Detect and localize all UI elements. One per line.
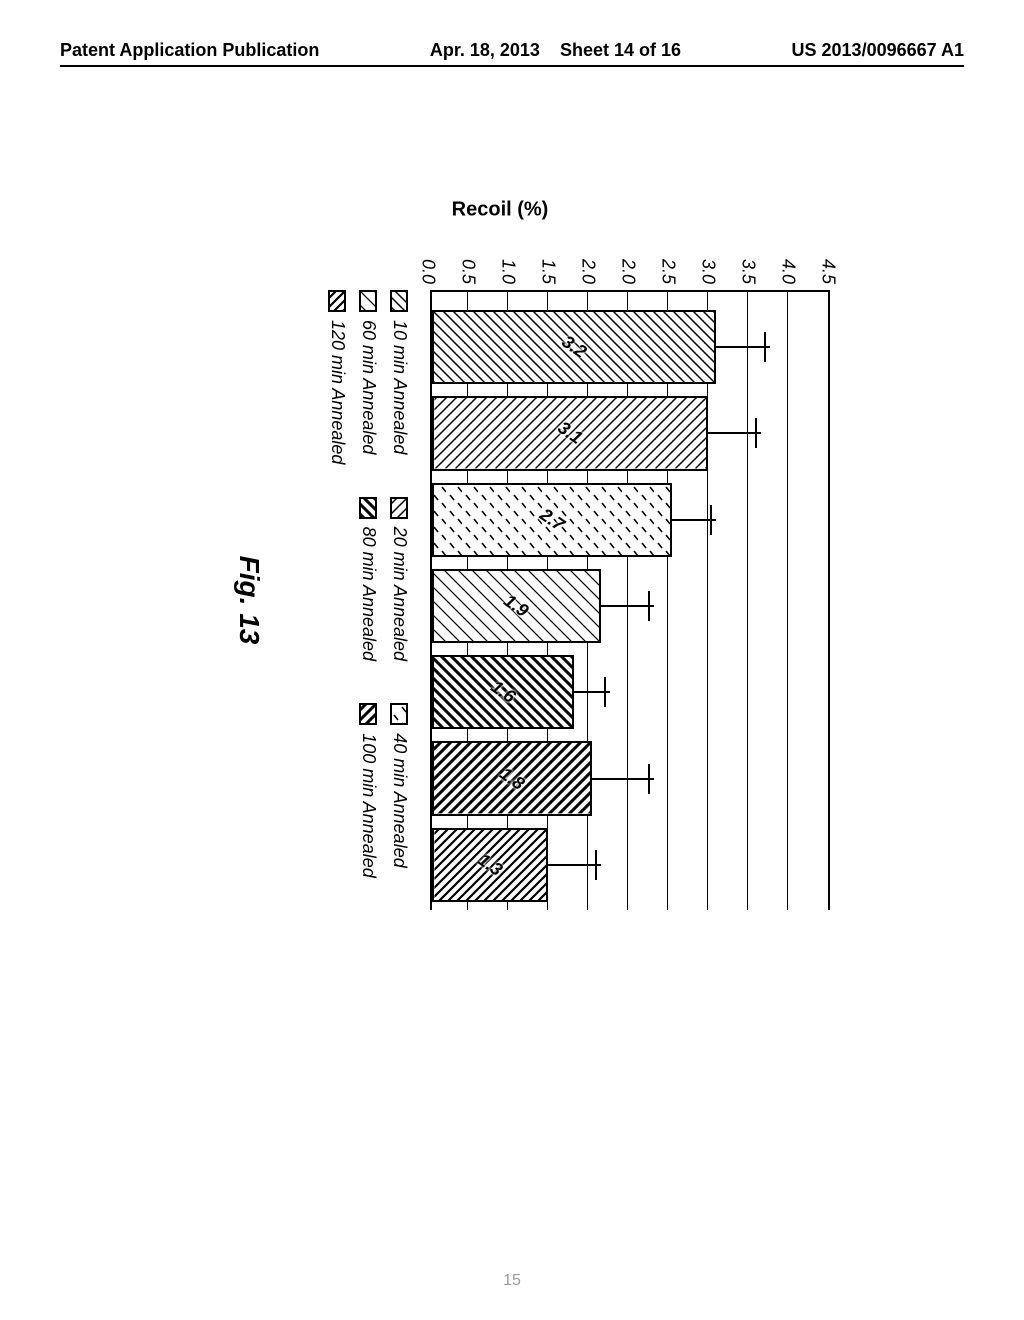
legend-item: 10 min Annealed — [389, 290, 410, 497]
bar: 1.6 — [432, 655, 574, 729]
error-cap — [604, 677, 606, 707]
page: Patent Application Publication Apr. 18, … — [0, 0, 1024, 1320]
y-tick-label: 1.0 — [498, 259, 519, 284]
header-right: US 2013/0096667 A1 — [792, 40, 964, 61]
legend-label: 10 min Annealed — [389, 320, 410, 454]
y-tick-label: 0.5 — [458, 259, 479, 284]
y-axis-label: Recoil (%) — [452, 199, 549, 222]
sheet-num: Sheet 14 of 16 — [560, 40, 681, 60]
plot-area: 4.54.03.53.02.52.02.01.51.00.50.03.23.12… — [430, 290, 830, 910]
page-header: Patent Application Publication Apr. 18, … — [60, 40, 964, 67]
error-bar — [601, 605, 654, 607]
error-bar — [592, 778, 654, 780]
header-left: Patent Application Publication — [60, 40, 319, 61]
grid-line — [747, 292, 748, 910]
legend-swatch — [391, 703, 409, 725]
legend-item: 100 min Annealed — [358, 703, 379, 910]
bar: 1.3 — [432, 828, 548, 902]
legend-label: 40 min Annealed — [389, 733, 410, 867]
legend-swatch — [391, 497, 409, 519]
legend-item: 120 min Annealed — [327, 290, 348, 497]
y-tick-label: 4.0 — [778, 259, 799, 284]
error-bar — [708, 432, 761, 434]
legend-label: 80 min Annealed — [358, 527, 379, 661]
error-cap — [595, 850, 597, 880]
grid-line — [707, 292, 708, 910]
y-tick-label: 3.5 — [738, 259, 759, 284]
grid-line — [627, 292, 628, 910]
legend-label: 20 min Annealed — [389, 527, 410, 661]
y-tick-label: 2.0 — [618, 259, 639, 284]
legend-item: 60 min Annealed — [358, 290, 379, 497]
bar-chart: Recoil (%) 4.54.03.53.02.52.02.01.51.00.… — [160, 220, 840, 980]
legend-item: 80 min Annealed — [358, 497, 379, 704]
y-tick-label: 4.5 — [818, 259, 839, 284]
error-bar — [716, 346, 769, 348]
y-tick-label: 0.0 — [418, 259, 439, 284]
error-cap — [755, 418, 757, 448]
bar: 3.1 — [432, 396, 708, 470]
legend-item: 20 min Annealed — [389, 497, 410, 704]
header-mid: Apr. 18, 2013 Sheet 14 of 16 — [430, 40, 681, 61]
page-number: 15 — [503, 1272, 521, 1290]
y-tick-label: 1.5 — [538, 259, 559, 284]
error-cap — [648, 591, 650, 621]
bar: 1.8 — [432, 741, 592, 815]
grid-line — [667, 292, 668, 910]
bar: 3.2 — [432, 310, 716, 384]
legend-swatch — [360, 497, 378, 519]
figure-area: Recoil (%) 4.54.03.53.02.52.02.01.51.00.… — [160, 220, 840, 980]
y-tick-label: 3.0 — [698, 259, 719, 284]
legend-swatch — [360, 703, 378, 725]
rotated-figure: Recoil (%) 4.54.03.53.02.52.02.01.51.00.… — [160, 220, 840, 980]
grid-line — [787, 292, 788, 910]
y-tick-label: 2.0 — [578, 259, 599, 284]
pub-date: Apr. 18, 2013 — [430, 40, 540, 60]
error-bar — [548, 864, 601, 866]
legend-swatch — [329, 290, 347, 312]
legend-label: 120 min Annealed — [327, 320, 348, 464]
figure-caption: Fig. 13 — [233, 556, 265, 645]
legend-label: 60 min Annealed — [358, 320, 379, 454]
bar: 1.9 — [432, 569, 601, 643]
legend-swatch — [391, 290, 409, 312]
legend-label: 100 min Annealed — [358, 733, 379, 877]
legend-swatch — [360, 290, 378, 312]
error-cap — [710, 505, 712, 535]
error-cap — [764, 332, 766, 362]
legend: 10 min Annealed 20 min Annealed 40 min Ann… — [327, 290, 410, 910]
legend-item: 40 min Annealed — [389, 703, 410, 910]
error-cap — [648, 764, 650, 794]
bar: 2.7 — [432, 483, 672, 557]
y-tick-label: 2.5 — [658, 259, 679, 284]
